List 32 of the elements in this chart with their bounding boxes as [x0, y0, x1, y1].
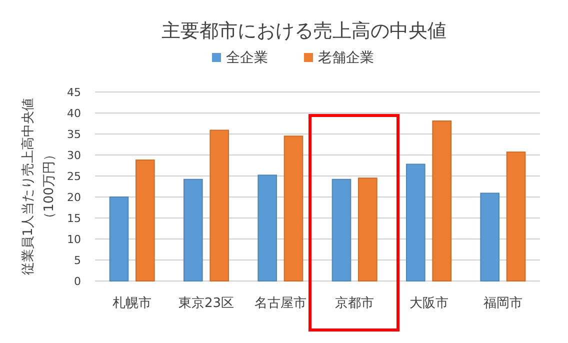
bar	[284, 136, 304, 282]
y-tick-label: 30	[67, 149, 81, 162]
x-tick-label: 名古屋市	[254, 296, 306, 311]
bar	[406, 164, 426, 282]
y-tick-label: 40	[67, 107, 81, 120]
chart-title: 主要都市における売上高の中央値	[162, 20, 446, 42]
x-tick-label: 福岡市	[483, 296, 522, 311]
bar	[136, 160, 155, 282]
bar	[184, 178, 203, 282]
bar	[358, 178, 378, 282]
y-tick-label: 5	[74, 254, 81, 267]
bar	[332, 178, 352, 282]
y-tick-label: 0	[74, 275, 81, 288]
legend-label: 全企業	[226, 50, 268, 66]
bar	[109, 196, 129, 282]
x-tick-label: 札幌市	[112, 296, 152, 311]
y-tick-label: 15	[67, 212, 81, 225]
y-tick-label: 10	[67, 233, 81, 246]
y-tick-label: 45	[67, 86, 81, 99]
x-tick-label: 京都市	[335, 296, 374, 311]
y-tick-label: 35	[67, 128, 81, 141]
bar	[258, 174, 277, 282]
bar	[210, 130, 229, 282]
y-axis-title: 従業員1人当たり売上高中央値（100万円）	[20, 98, 57, 276]
bar	[432, 120, 452, 282]
x-tick-label: 大阪市	[409, 296, 448, 311]
bar	[506, 152, 526, 282]
legend-label: 老舗企業	[318, 50, 374, 66]
y-tick-label: 20	[67, 191, 81, 204]
x-tick-label: 東京23区	[178, 296, 234, 311]
bar	[480, 192, 500, 282]
y-tick-label: 25	[67, 170, 81, 183]
